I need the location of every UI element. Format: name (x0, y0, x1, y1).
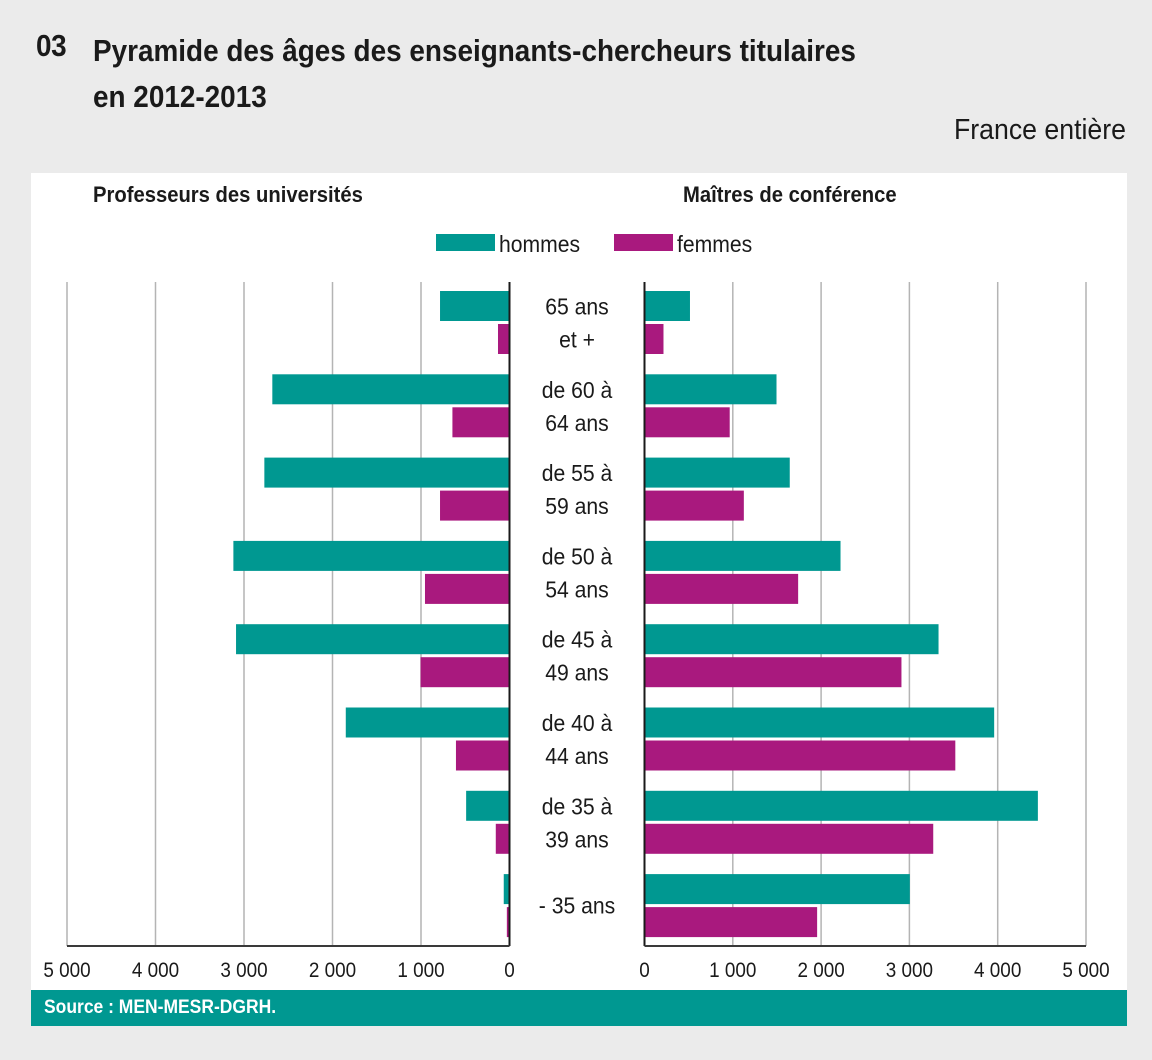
bar-right-femmes (644, 740, 956, 771)
category-label: de 45 à (542, 627, 613, 653)
bar-left-femmes (506, 907, 510, 938)
bar-right-hommes (644, 291, 690, 321)
bar-right-femmes (644, 823, 934, 854)
category-label: 49 ans (545, 660, 608, 686)
x-tick-label: 4 000 (974, 959, 1021, 982)
bar-right-hommes (644, 457, 790, 488)
bar-right-femmes (644, 324, 664, 354)
category-label: 44 ans (545, 743, 608, 769)
bar-right-femmes (644, 907, 818, 938)
bar-left-hommes (440, 291, 510, 321)
bar-right-femmes (644, 573, 799, 604)
legend-label-femmes: femmes (677, 231, 752, 257)
x-tick-label: 2 000 (797, 959, 844, 982)
chart-title: Pyramide des âges des enseignants-cherch… (93, 28, 975, 120)
x-tick-label: 5 000 (43, 959, 90, 982)
category-label: de 60 à (542, 377, 613, 403)
labels: 5 000 4 000 3 000 2 000 1 000 0 Professeurs de… (43, 183, 1109, 982)
x-tick-label: 3 000 (220, 959, 267, 982)
bar-left-femmes (455, 740, 510, 771)
bar-right-femmes (644, 407, 730, 438)
source-text: Source : MEN-MESR-DGRH. (44, 997, 277, 1018)
x-tick-label: 4 000 (132, 959, 179, 982)
chart-title-line-2: en 2012-2013 (93, 79, 267, 114)
bar-left-hommes (272, 374, 510, 405)
category-label: 65 ans (545, 294, 608, 320)
bar-right-hommes (644, 374, 777, 405)
source-bar: Source : MEN-MESR-DGRH. (31, 990, 1127, 1026)
bar-left-hommes (236, 624, 510, 655)
legend-swatch-femmes (614, 234, 673, 251)
bar-left-femmes (495, 823, 510, 854)
figure-number: 03 (36, 28, 67, 63)
bar-left-hommes (466, 790, 510, 821)
legend-label-hommes: hommes (499, 231, 580, 257)
bar-right-hommes (644, 624, 939, 655)
bar-left-hommes (345, 707, 510, 738)
bar-right-femmes (644, 657, 902, 688)
bar-left-femmes (424, 573, 510, 604)
bar-left-hommes (233, 540, 510, 571)
x-tick-label: 2 000 (309, 959, 356, 982)
chart-panel (31, 173, 1127, 990)
axes (67, 282, 1086, 947)
category-label: 64 ans (545, 410, 608, 436)
bar-left-hommes (264, 457, 510, 488)
legend: hommes femmes (436, 231, 752, 257)
bar-right-hommes (644, 707, 995, 738)
bar-left-femmes (452, 407, 510, 438)
bar-right-hommes (644, 874, 910, 905)
x-tick-label: 1 000 (397, 959, 444, 982)
panel-title-professeurs: Professeurs des universités (93, 183, 363, 207)
category-label: de 50 à (542, 544, 613, 570)
category-label: de 55 à (542, 460, 613, 486)
category-label: de 40 à (542, 710, 613, 736)
geographic-scope: France entière (953, 114, 1126, 146)
category-label: - 35 ans (539, 893, 615, 919)
bar-left-femmes (440, 490, 510, 521)
bar-right-hommes (644, 540, 841, 571)
bar-right-femmes (644, 490, 744, 521)
bars (233, 291, 1038, 938)
panel-title-maitres: Maîtres de conférence (683, 183, 897, 207)
category-label: 54 ans (545, 577, 608, 603)
category-label: 39 ans (545, 826, 608, 852)
chart-title-line-1: Pyramide des âges des enseignants-cherch… (93, 33, 856, 68)
legend-swatch-hommes (436, 234, 495, 251)
bar-left-femmes (497, 324, 510, 354)
bar-left-femmes (420, 657, 510, 688)
x-tick-label: 5 000 (1062, 959, 1109, 982)
category-label: 59 ans (545, 493, 608, 519)
category-label: et + (559, 327, 595, 353)
category-label: de 35 à (542, 793, 613, 819)
x-tick-label: 0 (504, 959, 515, 982)
x-tick-label: 0 (639, 959, 650, 982)
x-tick-label: 3 000 (886, 959, 933, 982)
x-tick-label: 1 000 (709, 959, 756, 982)
bar-left-hommes (503, 874, 510, 905)
bar-right-hommes (644, 790, 1038, 821)
